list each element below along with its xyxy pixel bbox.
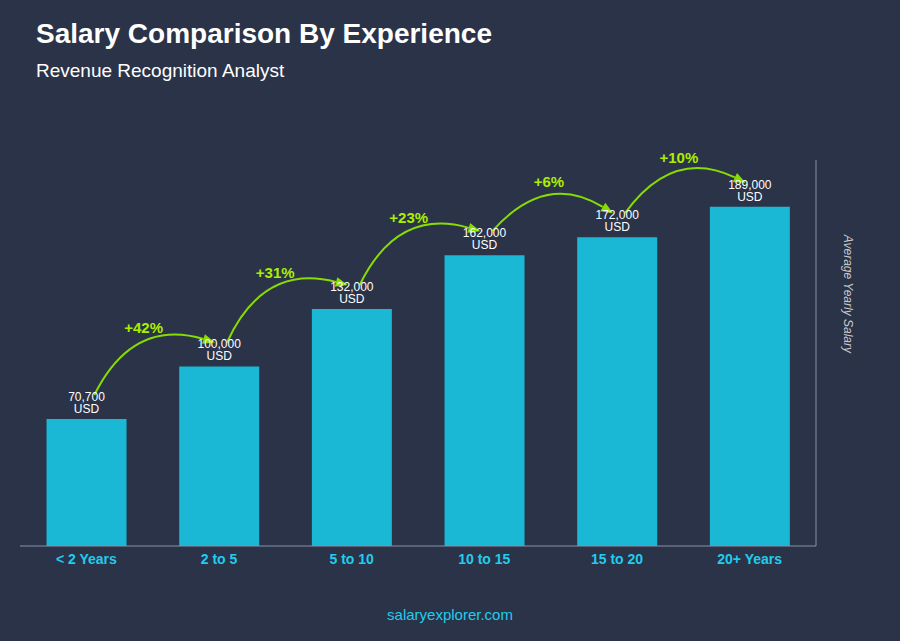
svg-text:10 to 15: 10 to 15: [458, 551, 510, 567]
html-text:Revenue Recognition Analyst: Revenue Recognition Analyst: [36, 60, 285, 81]
svg-text:+6%: +6%: [534, 173, 564, 190]
svg-text:15 to 20: 15 to 20: [591, 551, 643, 567]
html-text:salaryexplorer.com: salaryexplorer.com: [387, 606, 513, 623]
svg-text:132,000USD: 132,000USD: [330, 280, 374, 306]
svg-text:+31%: +31%: [256, 264, 295, 281]
svg-text:162,000USD: 162,000USD: [463, 226, 507, 252]
svg-text:+23%: +23%: [389, 209, 428, 226]
svg-text:70,700USD: 70,700USD: [68, 390, 105, 416]
svg-text:Average Yearly Salary: Average Yearly Salary: [841, 234, 855, 354]
svg-text:5 to 10: 5 to 10: [329, 551, 374, 567]
svg-text:100,000USD: 100,000USD: [198, 337, 242, 363]
svg-text:+42%: +42%: [124, 319, 163, 336]
svg-text:+10%: +10%: [660, 149, 699, 166]
svg-text:20+ Years: 20+ Years: [717, 551, 782, 567]
svg-text:2 to 5: 2 to 5: [201, 551, 238, 567]
svg-text:172,000USD: 172,000USD: [596, 208, 640, 234]
svg-text:189,000USD: 189,000USD: [728, 178, 772, 204]
svg-text:< 2 Years: < 2 Years: [56, 551, 117, 567]
html-text:Salary Comparison By Experienc: Salary Comparison By Experience: [36, 18, 492, 49]
